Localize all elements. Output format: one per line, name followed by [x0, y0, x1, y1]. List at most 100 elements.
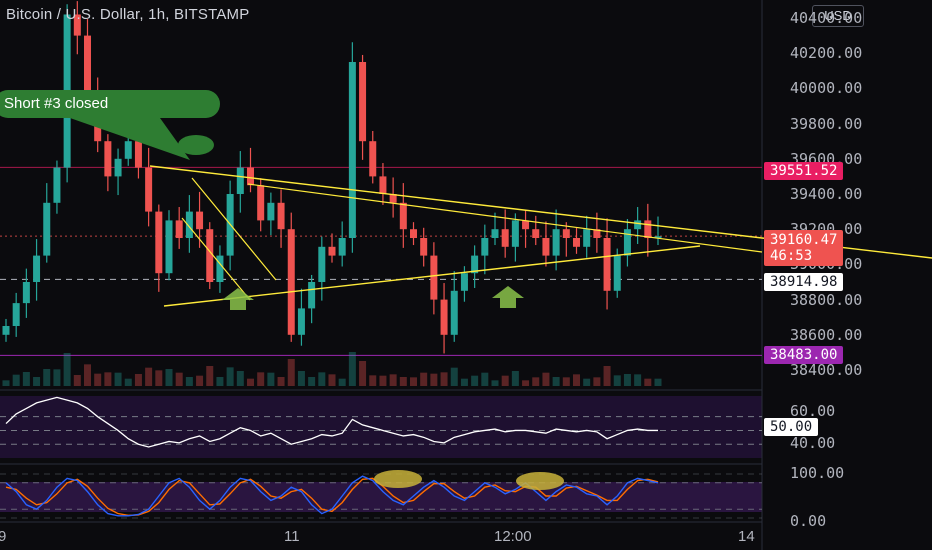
- candle-body: [471, 255, 479, 274]
- channel-line-1: [181, 217, 251, 301]
- callout-marker: [178, 135, 214, 155]
- volume-bar: [440, 372, 448, 386]
- volume-bar: [175, 372, 183, 386]
- volume-bar: [236, 371, 244, 386]
- candle-body: [277, 202, 285, 230]
- candle-body: [481, 238, 489, 256]
- stoch-panel: [0, 482, 762, 512]
- rsi-level-40: 40.00: [790, 434, 836, 452]
- candle-body: [410, 229, 417, 238]
- volume-bar: [206, 366, 214, 386]
- candle-body: [287, 229, 295, 335]
- currency-button[interactable]: USD: [812, 5, 864, 27]
- volume-bar: [328, 374, 336, 386]
- volume-bar: [613, 375, 621, 386]
- price-tick-label: 38400.00: [790, 361, 863, 379]
- candle-body: [654, 236, 662, 238]
- price-tick-label: 38600.00: [790, 325, 863, 344]
- volume-bar: [511, 371, 519, 386]
- volume-bar: [267, 372, 275, 386]
- candle-body: [318, 246, 326, 282]
- candle-body: [114, 158, 122, 177]
- price-tick-label: 40000.00: [790, 79, 863, 98]
- candle-body: [348, 62, 356, 238]
- candle-body: [2, 326, 10, 335]
- candle-body: [532, 229, 540, 238]
- low-price-tag: 38483.00: [764, 346, 844, 364]
- short-closed-callout: Short #3 closed: [0, 90, 220, 118]
- candle-body: [562, 229, 570, 238]
- chart-title: Bitcoin / U.S. Dollar, 1h, BITSTAMP: [6, 6, 250, 23]
- volume-bar: [450, 367, 458, 386]
- rsi-current-tag: 50.00: [764, 418, 819, 436]
- volume-bar: [573, 374, 580, 386]
- callout-tail: [70, 118, 190, 160]
- candle-body: [440, 299, 448, 335]
- candle-body: [134, 141, 142, 168]
- volume-bar: [399, 377, 407, 386]
- volume-bar: [308, 377, 316, 386]
- channel-line-2: [191, 177, 277, 281]
- volume-bar: [542, 372, 550, 386]
- volume-bar: [145, 367, 153, 386]
- volume-bar: [104, 372, 112, 386]
- volume-bar: [583, 378, 591, 386]
- candle-body: [389, 194, 397, 203]
- candle-body: [43, 202, 51, 256]
- x-tick-1200: 12:00: [494, 528, 532, 545]
- volume-bar: [277, 377, 285, 386]
- candle-body: [236, 167, 244, 194]
- volume-bar: [522, 380, 530, 386]
- volume-bar: [410, 377, 417, 386]
- candle-body: [12, 303, 20, 326]
- candle-body: [308, 282, 316, 309]
- candle-body: [491, 229, 499, 238]
- volume-bar: [287, 359, 295, 386]
- volume-bar: [114, 372, 122, 386]
- price-tick-label: 39800.00: [790, 114, 863, 133]
- volume-bar: [94, 373, 102, 386]
- candle-body: [338, 238, 346, 256]
- volume-bar: [460, 378, 468, 386]
- volume-bar: [134, 374, 142, 386]
- volume-bar: [654, 378, 662, 386]
- candle-body: [124, 141, 132, 159]
- price-tick-label: 40200.00: [790, 44, 863, 63]
- volume-bar: [165, 369, 173, 386]
- volume-bar: [348, 352, 356, 386]
- candle-body: [297, 308, 305, 335]
- candle-body: [501, 229, 509, 247]
- volume-bar: [603, 366, 611, 386]
- volume-bar: [430, 373, 438, 386]
- candle-body: [22, 282, 30, 304]
- volume-bar: [593, 377, 601, 386]
- volume-bar: [369, 375, 377, 386]
- volume-bar: [73, 375, 81, 386]
- volume-bar: [532, 377, 540, 386]
- candle-body: [573, 238, 580, 247]
- x-tick-14: 14: [738, 528, 755, 545]
- candle-body: [257, 185, 265, 221]
- candle-body: [430, 255, 438, 300]
- candle-body: [247, 167, 254, 186]
- volume-bar: [481, 372, 489, 386]
- volume-bar: [185, 377, 193, 386]
- volume-bar: [644, 378, 652, 386]
- candle-body: [104, 141, 112, 177]
- volume-bars: [2, 352, 662, 386]
- candle-body: [155, 211, 163, 274]
- volume-bar: [124, 378, 132, 386]
- rsi-indicator: [0, 396, 762, 448]
- upper-trendline-2: [247, 183, 763, 253]
- volume-bar: [389, 374, 397, 386]
- volume-bar: [63, 353, 71, 386]
- stoch-d-line: [5, 477, 659, 517]
- lower-trendline: [163, 245, 701, 307]
- x-tick-9: 9: [0, 528, 7, 545]
- last-price-tag: 39160.47 46:53: [764, 230, 844, 266]
- candle-body: [369, 141, 377, 177]
- candle-body: [175, 220, 183, 238]
- stoch-level-0: 0.00: [790, 512, 827, 530]
- support-price-tag: 38914.98: [764, 273, 844, 291]
- candle-body: [359, 62, 367, 142]
